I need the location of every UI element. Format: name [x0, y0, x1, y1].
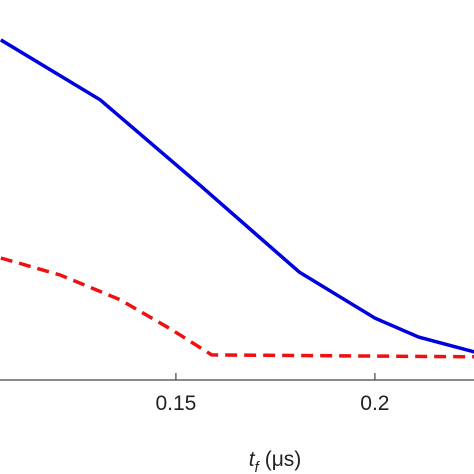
x-label-main: t	[249, 448, 256, 471]
series-line	[0, 256, 474, 359]
x-tick-label: 0.2	[360, 392, 389, 415]
x-tick-label: 0.15	[155, 392, 196, 415]
series-line	[0, 38, 474, 354]
x-label-unit: (μs)	[265, 448, 302, 471]
x-axis-label: tf (μs)	[249, 448, 302, 474]
x-label-sub: f	[255, 459, 261, 474]
